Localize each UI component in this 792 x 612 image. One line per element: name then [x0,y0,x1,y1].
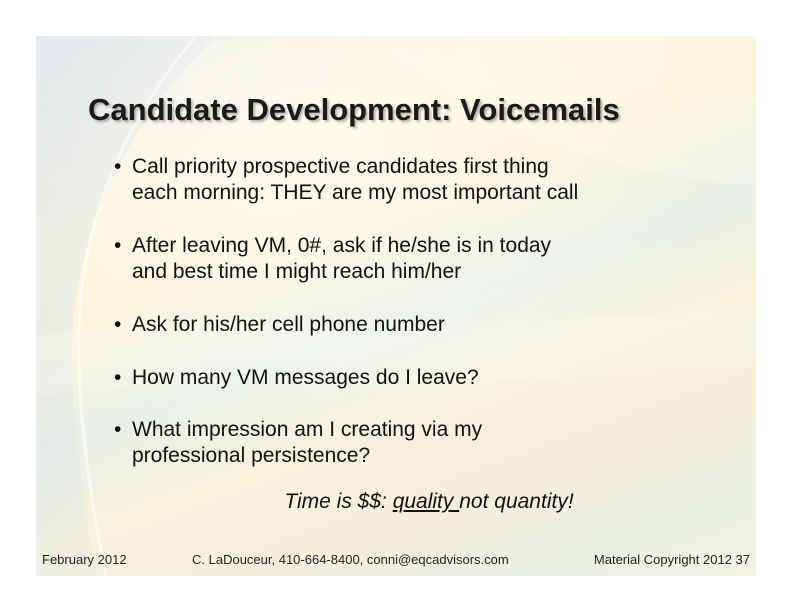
bullet-item: • After leaving VM, 0#, ask if he/she is… [114,233,692,285]
footer-copyright: Material Copyright 2012 37 [593,552,750,567]
bullet-line: What impression am I creating via my [132,418,483,441]
bullet-line: and best time I might reach him/her [132,260,462,283]
slide: Candidate Development: Voicemails • Call… [36,36,756,576]
tagline-prefix: Time is $$: [284,490,393,513]
bullet-dot: • [114,155,122,178]
tagline: Time is $$: quality not quantity! [36,490,756,514]
bullet-item: • What impression am I creating via my p… [114,417,692,469]
bullet-line: Call priority prospective candidates fir… [132,155,549,178]
footer-contact: C. LaDouceur, 410-664-8400, conni@eqcadv… [192,552,509,567]
bullet-item: • Ask for his/her cell phone number [114,312,692,338]
bullet-line: After leaving VM, 0#, ask if he/she is i… [132,234,552,257]
bullet-list: • Call priority prospective candidates f… [114,154,692,469]
bullet-line: Ask for his/her cell phone number [132,313,445,336]
bullet-line: professional persistence? [132,444,371,467]
background-swoosh [36,36,756,576]
tagline-underlined: quality [392,490,460,513]
footer-date: February 2012 [42,552,127,567]
bullet-dot: • [114,366,122,389]
bullet-dot: • [114,418,122,441]
bullet-item: • How many VM messages do I leave? [114,365,692,391]
bullet-dot: • [114,313,122,336]
bullet-item: • Call priority prospective candidates f… [114,154,692,206]
bullet-line: How many VM messages do I leave? [132,366,479,389]
bullet-dot: • [114,234,122,257]
slide-title: Candidate Development: Voicemails [88,92,620,127]
bullet-line: each morning: THEY are my most important… [132,181,579,204]
tagline-suffix: not quantity! [459,490,574,513]
